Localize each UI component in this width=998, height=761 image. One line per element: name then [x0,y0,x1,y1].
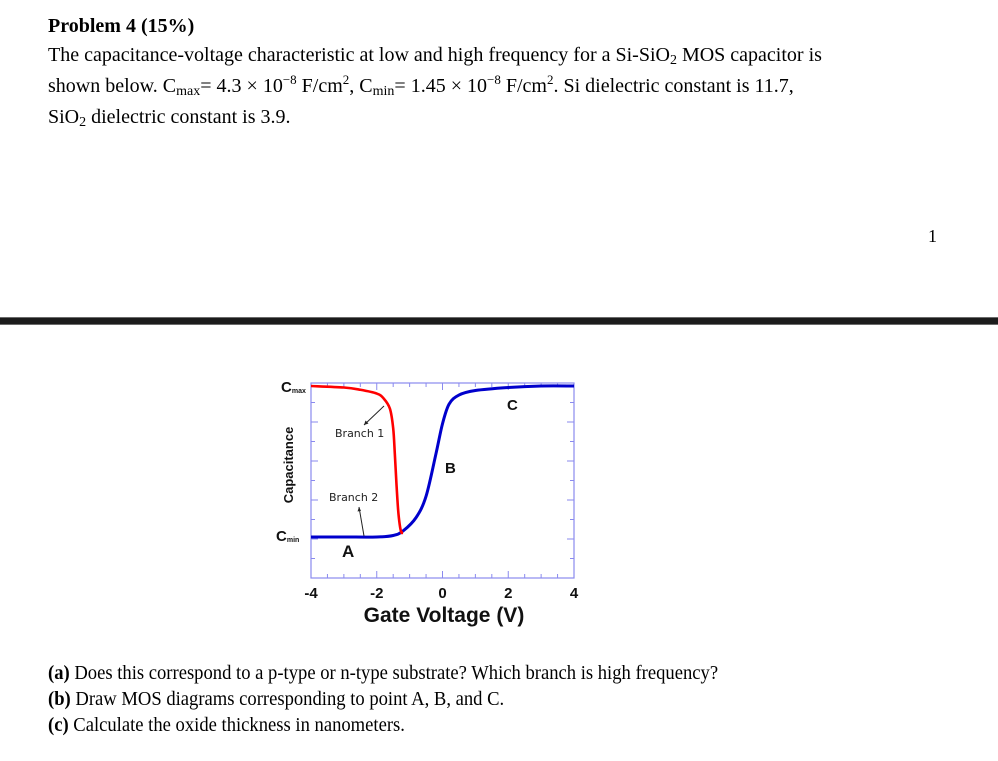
y-label-cmin: Cmin [276,528,299,545]
branch-2-arrowhead [357,507,361,512]
question-c: (c) Calculate the oxide thickness in nan… [48,714,405,736]
page-number: 1 [928,226,937,246]
branch-2-label: Branch 2 [329,491,378,504]
branch-1-curve [310,384,404,535]
question-b: (b) Draw MOS diagrams corresponding to p… [48,688,505,710]
page-break-separator [0,317,998,325]
point-a-label: A [342,542,354,561]
point-b-label: B [445,460,456,477]
cv-chart: -4 -2 0 2 4 Cmax Cmin Gate Voltage (V) Capacitan… [0,330,998,630]
page-upper: Problem 4 (15%) The capacitance-voltage … [0,0,998,318]
y-axis-title: Capacitance [281,427,296,504]
x-tick-label: 2 [504,585,512,602]
x-tick-label: 0 [438,585,446,602]
problem-statement: The capacitance-voltage characteristic a… [48,40,948,133]
cv-chart-svg: -4 -2 0 2 4 Cmax Cmin Gate Voltage (V) Capacitan… [276,379,579,627]
question-list: (a) Does this correspond to a p-type or … [48,660,769,738]
point-c-label: C [507,397,518,414]
branch-1-arrowhead [364,420,369,425]
branch-1-label: Branch 1 [335,427,384,440]
x-axis-title: Gate Voltage (V) [364,604,525,627]
statement-line-1: The capacitance-voltage characteristic a… [48,44,822,68]
branch-1-arrow [363,405,385,426]
x-tick-label: -4 [304,585,318,602]
branch-2-arrow [358,506,365,537]
y-label-cmax: Cmax [281,379,306,396]
statement-line-3: SiO2 dielectric constant is 3.9. [48,106,291,130]
problem-title: Problem 4 (15%) [48,15,195,37]
statement-line-2: shown below. Cmax= 4.3 × 10−8 F/cm2, Cmi… [48,72,794,99]
x-tick-label: 4 [570,585,579,602]
question-a: (a) Does this correspond to a p-type or … [48,662,719,684]
x-tick-label: -2 [370,585,383,602]
branch-2-curve [311,384,575,539]
